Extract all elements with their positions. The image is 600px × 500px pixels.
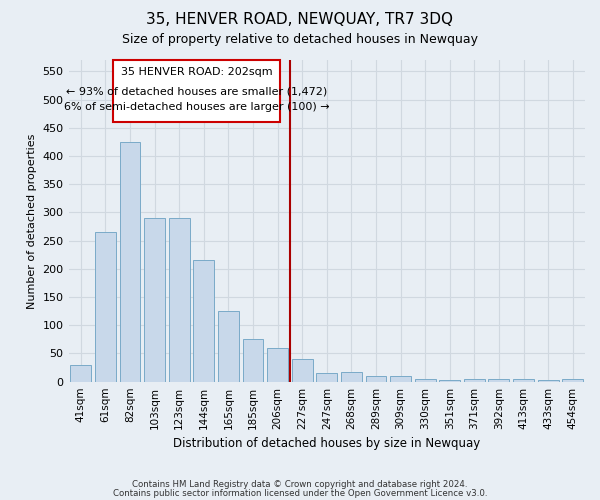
Bar <box>390 376 411 382</box>
Text: Contains public sector information licensed under the Open Government Licence v3: Contains public sector information licen… <box>113 488 487 498</box>
Bar <box>169 218 190 382</box>
Bar <box>95 232 116 382</box>
Bar <box>562 379 583 382</box>
Bar <box>242 340 263 382</box>
Bar <box>488 379 509 382</box>
FancyBboxPatch shape <box>113 60 280 122</box>
Bar <box>316 373 337 382</box>
Text: 35 HENVER ROAD: 202sqm: 35 HENVER ROAD: 202sqm <box>121 68 272 78</box>
Bar <box>415 379 436 382</box>
Bar <box>538 380 559 382</box>
Bar <box>267 348 288 382</box>
Bar <box>439 380 460 382</box>
Text: 35, HENVER ROAD, NEWQUAY, TR7 3DQ: 35, HENVER ROAD, NEWQUAY, TR7 3DQ <box>146 12 454 28</box>
Bar <box>292 359 313 382</box>
Bar <box>119 142 140 382</box>
Bar <box>513 379 534 382</box>
Text: Contains HM Land Registry data © Crown copyright and database right 2024.: Contains HM Land Registry data © Crown c… <box>132 480 468 489</box>
Y-axis label: Number of detached properties: Number of detached properties <box>27 133 37 308</box>
Text: 6% of semi-detached houses are larger (100) →: 6% of semi-detached houses are larger (1… <box>64 102 329 113</box>
Text: Size of property relative to detached houses in Newquay: Size of property relative to detached ho… <box>122 32 478 46</box>
Bar <box>193 260 214 382</box>
X-axis label: Distribution of detached houses by size in Newquay: Distribution of detached houses by size … <box>173 437 481 450</box>
Bar <box>70 364 91 382</box>
Bar <box>464 379 485 382</box>
Bar <box>144 218 165 382</box>
Bar <box>218 311 239 382</box>
Bar <box>365 376 386 382</box>
Text: ← 93% of detached houses are smaller (1,472): ← 93% of detached houses are smaller (1,… <box>66 86 327 96</box>
Bar <box>341 372 362 382</box>
